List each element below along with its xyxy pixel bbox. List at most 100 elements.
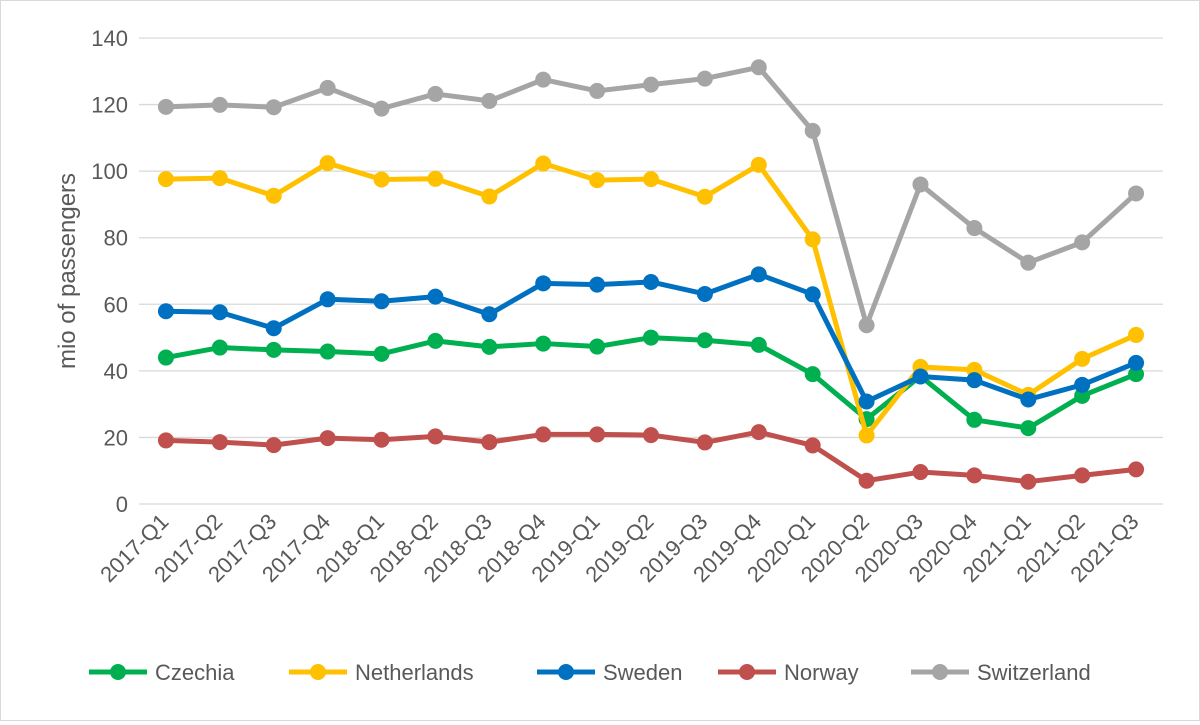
legend: Czechia Netherlands Sweden Norway Switzerlan… xyxy=(89,660,1091,685)
data-point xyxy=(643,273,659,290)
y-tick-label: 140 xyxy=(91,26,128,51)
data-point xyxy=(696,434,713,451)
legend-item: Norway xyxy=(718,660,859,685)
series-line xyxy=(163,335,1139,431)
series-norway xyxy=(157,424,1145,490)
data-point xyxy=(481,92,498,109)
data-point xyxy=(643,171,659,188)
data-point xyxy=(211,434,228,451)
data-point xyxy=(427,332,444,349)
data-point xyxy=(427,428,444,445)
data-point xyxy=(858,472,875,489)
data-point xyxy=(319,155,336,172)
data-point xyxy=(265,187,282,204)
series-czechia xyxy=(157,329,1145,437)
data-point xyxy=(211,339,228,356)
data-point xyxy=(1020,391,1037,408)
data-point xyxy=(804,437,821,454)
data-point xyxy=(535,155,552,172)
legend-swatch-marker xyxy=(558,664,574,680)
data-point xyxy=(157,98,174,115)
legend-item: Sweden xyxy=(537,660,683,685)
data-point xyxy=(804,122,821,139)
data-point xyxy=(373,345,390,362)
y-tick-label: 40 xyxy=(104,359,128,384)
data-point xyxy=(265,99,282,116)
legend-label: Norway xyxy=(784,660,859,685)
legend-swatch-marker xyxy=(932,664,948,680)
series-lines xyxy=(157,59,1145,490)
data-point xyxy=(750,424,767,441)
data-point xyxy=(696,70,713,87)
data-point xyxy=(912,368,929,385)
data-point xyxy=(643,427,659,444)
data-point xyxy=(427,170,444,187)
data-point xyxy=(211,304,228,321)
data-point xyxy=(966,411,983,428)
y-tick-label: 60 xyxy=(104,292,128,317)
data-point xyxy=(750,266,767,283)
data-point xyxy=(157,349,174,366)
data-point xyxy=(157,171,174,188)
data-point xyxy=(319,79,336,96)
data-point xyxy=(804,231,821,248)
legend-label: Czechia xyxy=(155,660,235,685)
data-point xyxy=(966,372,983,389)
y-tick-label: 100 xyxy=(91,159,128,184)
y-tick-label: 80 xyxy=(104,226,128,251)
data-point xyxy=(858,427,875,444)
y-axis-tick-labels: 0 20 40 60 80 100 120 140 xyxy=(91,26,128,517)
data-point xyxy=(1128,461,1145,478)
data-point xyxy=(643,76,659,93)
data-point xyxy=(535,426,552,443)
data-point xyxy=(858,393,875,410)
data-point xyxy=(1128,185,1145,202)
data-point xyxy=(319,430,336,447)
data-point xyxy=(858,317,875,334)
y-tick-label: 120 xyxy=(91,93,128,118)
data-point xyxy=(750,156,767,173)
data-point xyxy=(589,426,606,443)
data-point xyxy=(157,303,174,320)
data-point xyxy=(481,338,498,355)
data-point xyxy=(373,293,390,310)
series-switzerland xyxy=(157,59,1145,334)
data-point xyxy=(1074,387,1091,404)
data-point xyxy=(589,172,606,189)
data-point xyxy=(1128,326,1145,343)
data-point xyxy=(373,431,390,448)
data-point xyxy=(319,343,336,360)
data-point xyxy=(804,286,821,303)
data-point xyxy=(696,285,713,302)
data-point xyxy=(319,291,336,308)
legend-label: Sweden xyxy=(603,660,683,685)
data-point xyxy=(696,332,713,349)
y-tick-label: 20 xyxy=(104,425,128,450)
data-point xyxy=(427,85,444,102)
data-point xyxy=(1128,366,1145,383)
series-netherlands xyxy=(157,155,1145,444)
data-point xyxy=(1020,254,1037,271)
legend-label: Switzerland xyxy=(977,660,1091,685)
data-point xyxy=(589,338,606,355)
data-point xyxy=(1128,354,1145,371)
data-point xyxy=(750,59,767,76)
data-point xyxy=(1074,467,1091,484)
legend-item: Netherlands xyxy=(289,660,474,685)
legend-item: Czechia xyxy=(89,660,235,685)
data-point xyxy=(265,320,282,337)
data-point xyxy=(696,188,713,205)
data-point xyxy=(535,275,552,292)
legend-item: Switzerland xyxy=(911,660,1091,685)
series-line xyxy=(163,160,1139,438)
data-point xyxy=(1074,376,1091,393)
legend-swatch-marker xyxy=(110,664,126,680)
data-point xyxy=(535,335,552,352)
data-point xyxy=(373,171,390,188)
data-point xyxy=(265,437,282,454)
y-axis-title: mio of passengers xyxy=(54,173,81,369)
data-point xyxy=(1020,473,1037,490)
data-point xyxy=(912,176,929,193)
